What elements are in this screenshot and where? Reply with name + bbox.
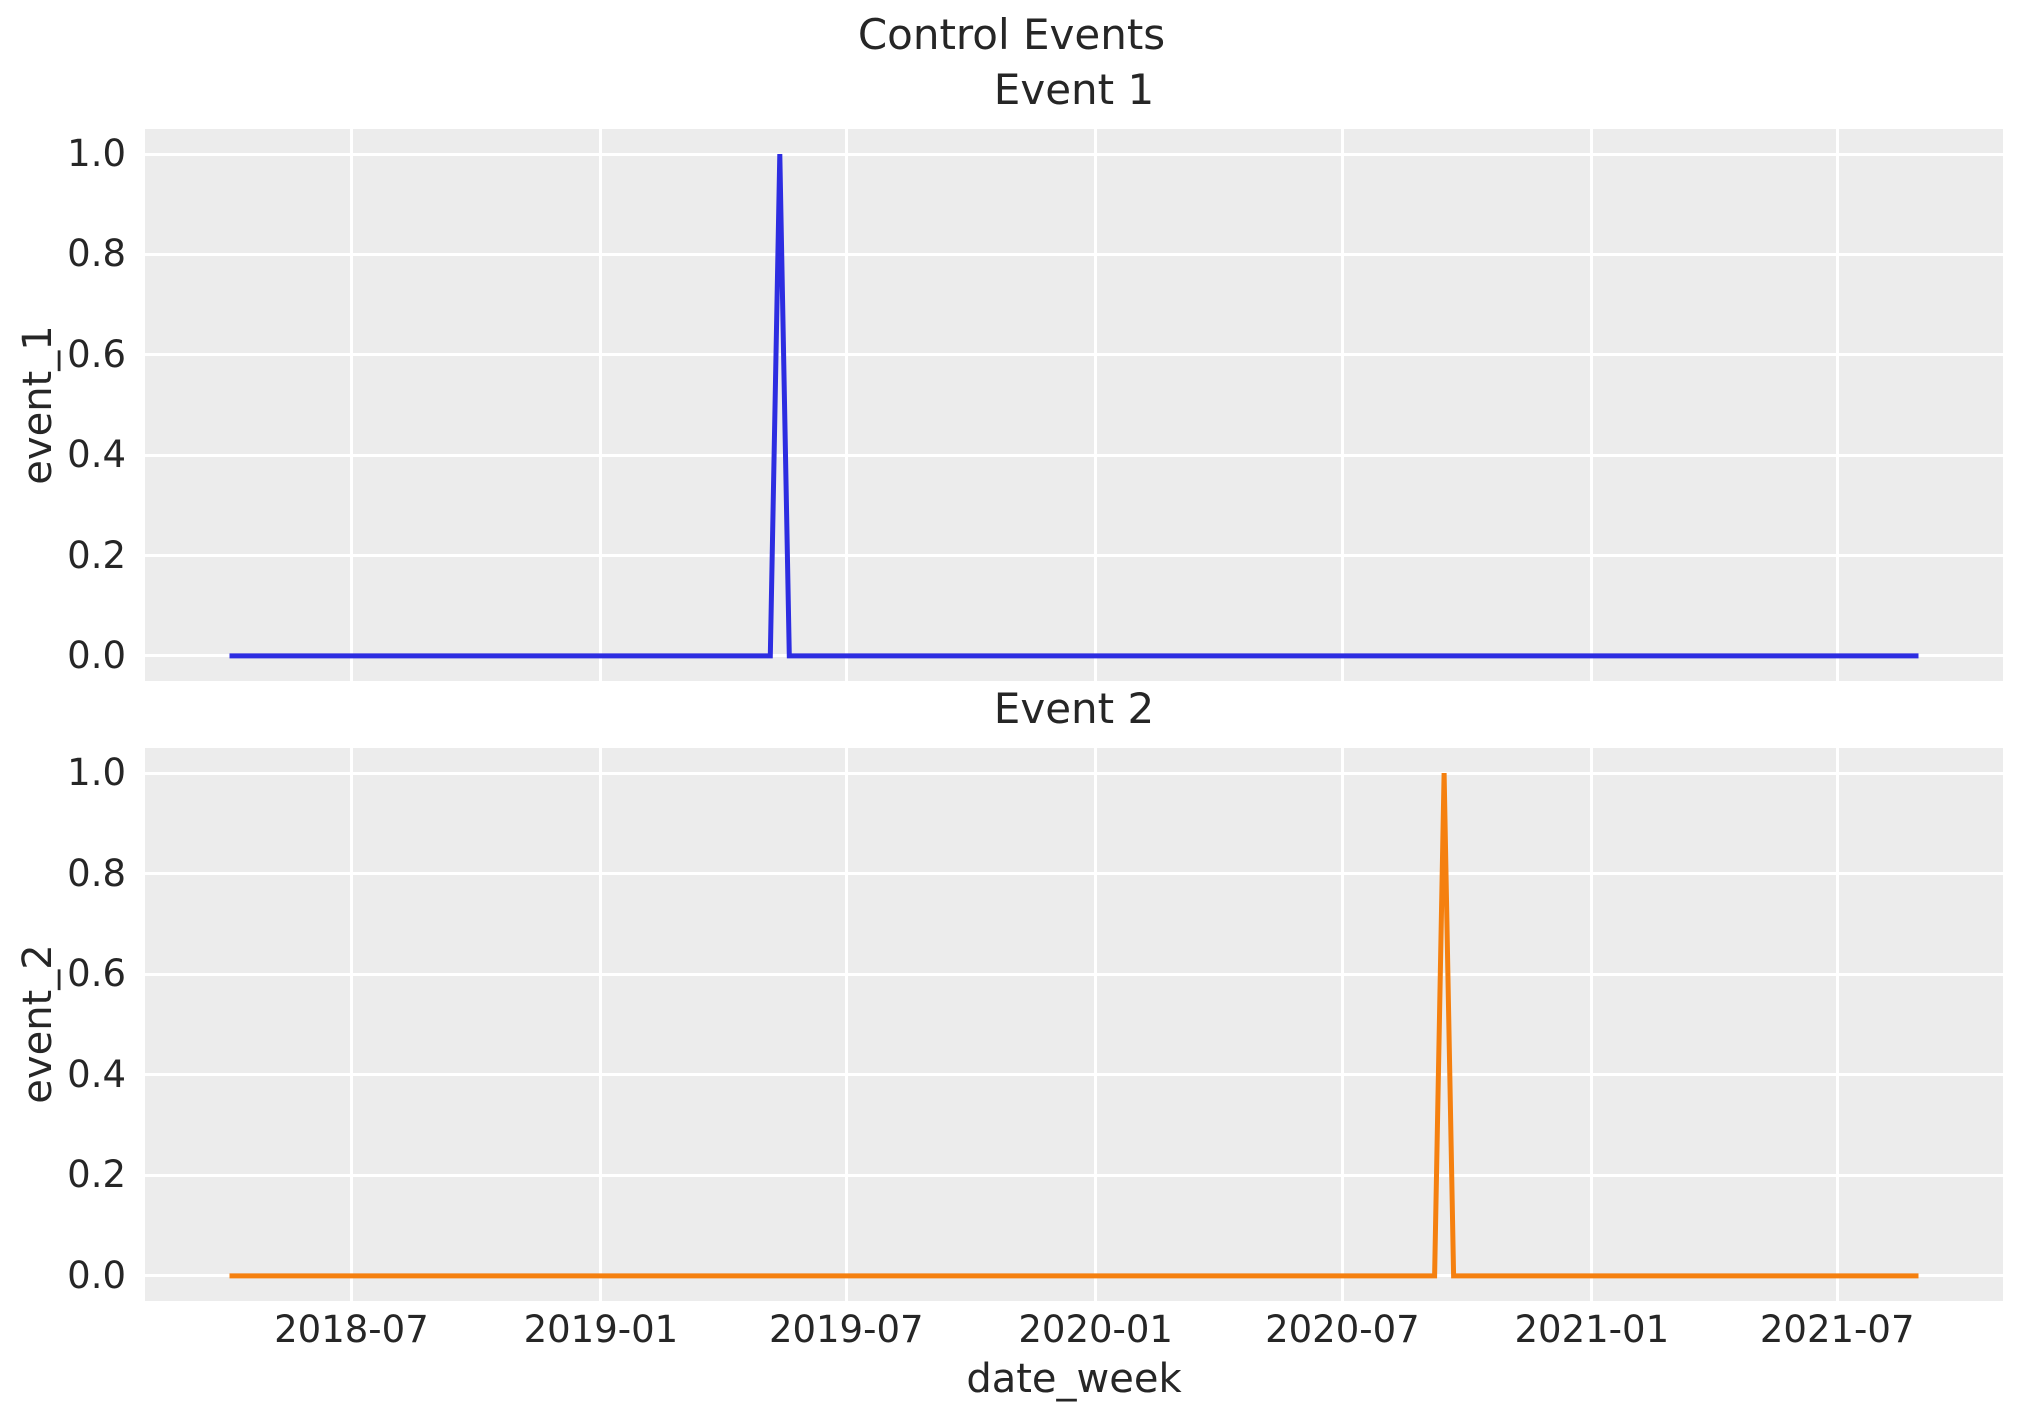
- y-gridline: [145, 1173, 2003, 1177]
- y-gridline: [145, 972, 2003, 976]
- y-tick-label: 0.0: [67, 633, 126, 677]
- x-gridline: [844, 748, 848, 1301]
- y-tick-label: 0.6: [67, 332, 126, 376]
- y-gridline: [145, 252, 2003, 256]
- y-gridline: [145, 353, 2003, 357]
- y-gridline: [145, 152, 2003, 156]
- y-tick-label: 1.0: [67, 751, 126, 795]
- x-tick-label: 2020-01: [1018, 1308, 1173, 1351]
- x-axis-label: date_week: [966, 1356, 1182, 1402]
- x-gridline: [1094, 748, 1098, 1301]
- y-gridline: [145, 554, 2003, 558]
- x-gridline: [349, 748, 353, 1301]
- x-gridline: [1094, 129, 1098, 681]
- y-gridline: [145, 453, 2003, 457]
- plot-area-event-1: [145, 129, 2003, 681]
- y-tick-label: 0.2: [67, 533, 126, 577]
- data-line-event_1: [229, 154, 1919, 659]
- x-tick-label: 2021-07: [1759, 1308, 1915, 1351]
- x-gridline: [1340, 748, 1344, 1301]
- x-gridline: [1835, 129, 1839, 681]
- x-gridline: [1835, 748, 1839, 1301]
- x-gridline: [1590, 129, 1594, 681]
- subplot-2-title: Event 2: [993, 684, 1155, 733]
- x-gridline: [844, 129, 848, 681]
- x-gridline: [1590, 748, 1594, 1301]
- y-tick-label: 0.4: [67, 1052, 126, 1096]
- y-tick-label: 0.8: [67, 851, 126, 895]
- y-gridline: [145, 1073, 2003, 1077]
- y-tick-label: 0.6: [67, 952, 126, 996]
- y-tick-label: 0.8: [67, 232, 126, 276]
- y-tick-label: 0.4: [67, 433, 126, 477]
- x-gridline: [349, 129, 353, 681]
- x-tick-label: 2019-07: [768, 1308, 924, 1351]
- y-tick-label: 0.2: [67, 1153, 126, 1197]
- x-tick-label: 2020-07: [1265, 1308, 1420, 1351]
- y-gridline: [145, 872, 2003, 876]
- data-line-event_2: [229, 773, 1919, 1279]
- figure-suptitle: Control Events: [857, 10, 1166, 59]
- plot-area-event-2: [145, 748, 2003, 1301]
- x-gridline: [1340, 129, 1344, 681]
- x-gridline: [599, 129, 603, 681]
- subplot-1-title: Event 1: [993, 65, 1155, 114]
- x-tick-label: 2021-01: [1514, 1308, 1670, 1351]
- y-tick-label: 1.0: [67, 132, 126, 176]
- x-gridline: [599, 748, 603, 1301]
- y-gridline: [145, 771, 2003, 775]
- x-tick-label: 2018-07: [274, 1308, 429, 1351]
- x-tick-label: 2019-01: [523, 1308, 679, 1351]
- y-tick-label: 0.0: [67, 1253, 126, 1297]
